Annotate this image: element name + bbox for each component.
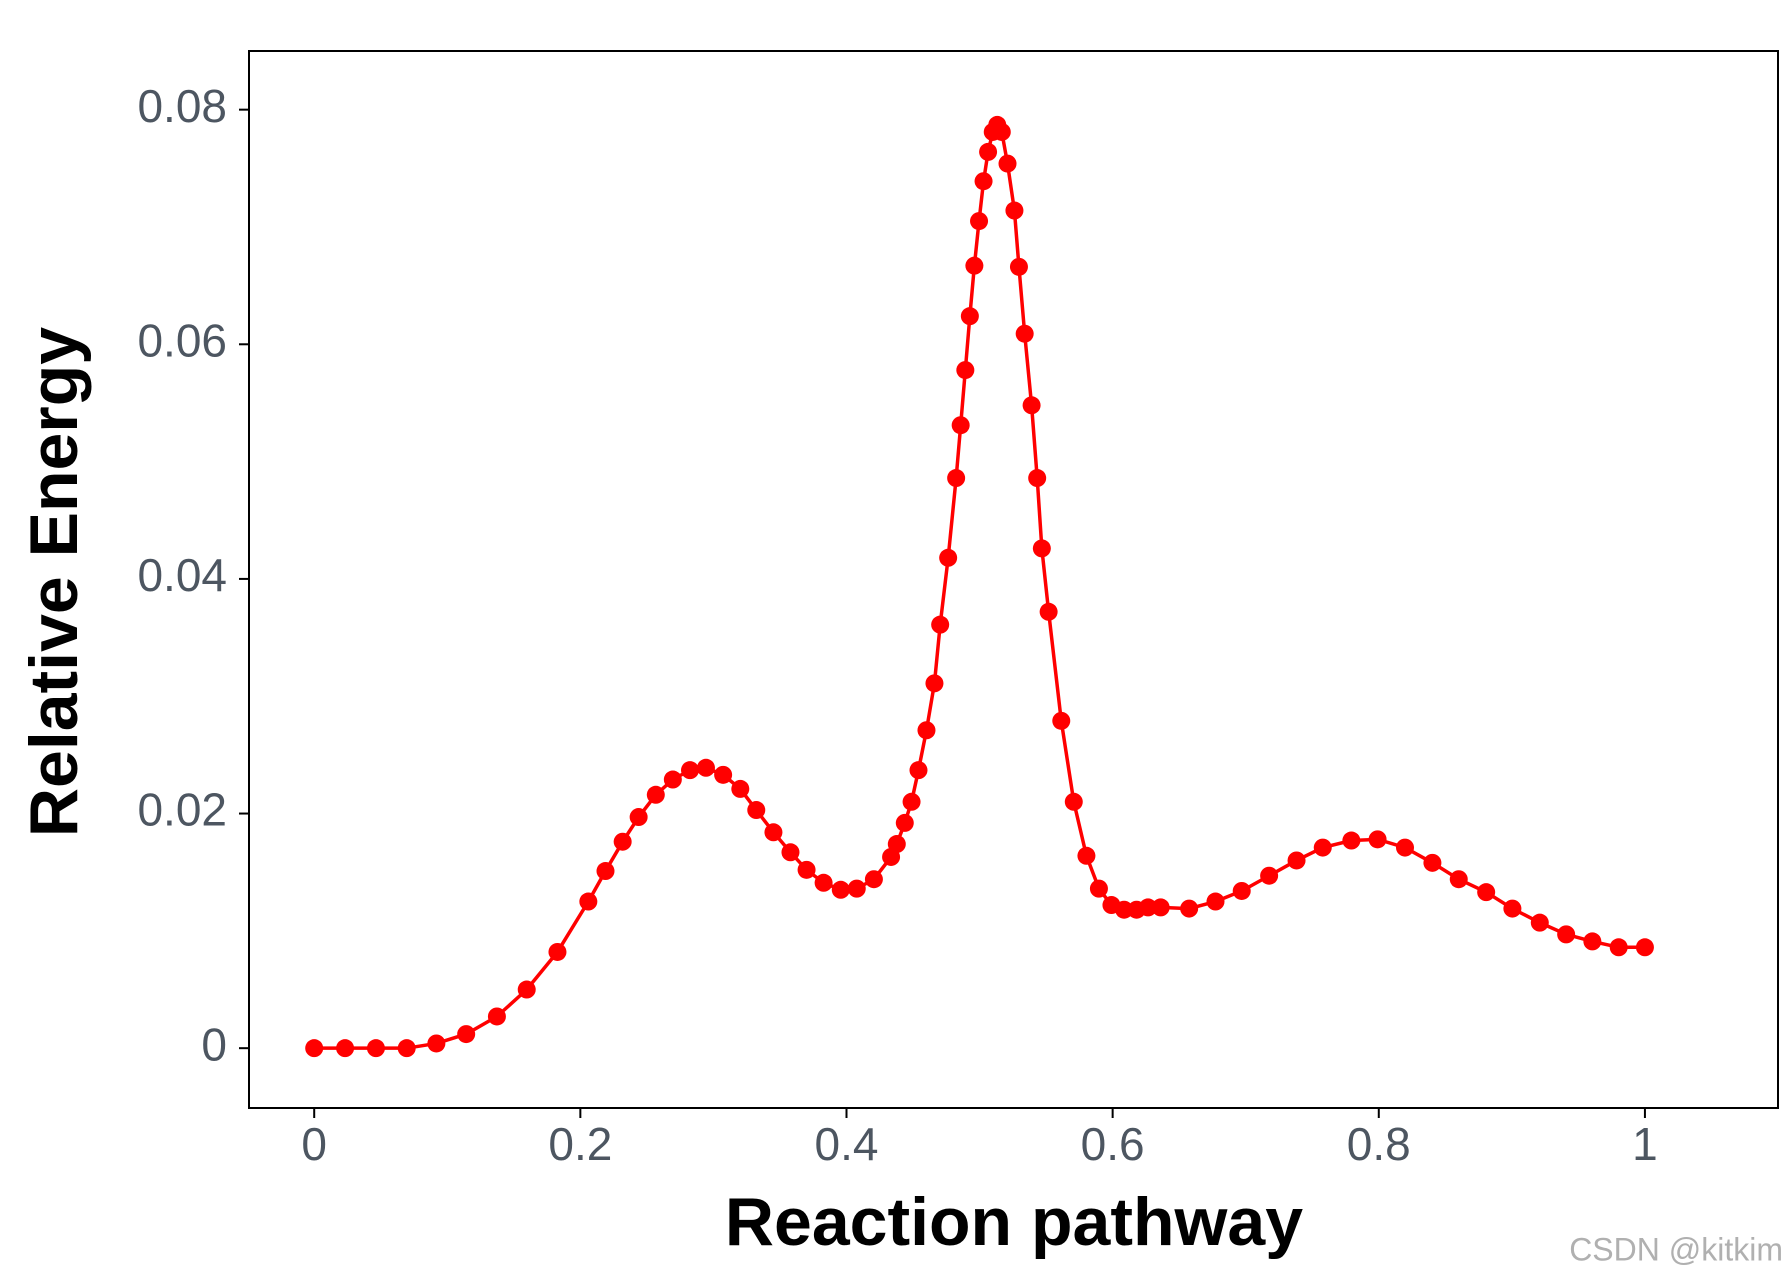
data-point [1015,324,1034,343]
x-axis-title: Reaction pathway [725,1184,1303,1260]
data-point [1583,932,1602,951]
data-point [579,892,598,911]
data-point [548,942,567,961]
data-point [909,761,928,780]
data-point [747,801,766,820]
data-point [397,1039,416,1058]
data-point [931,615,950,634]
data-point [1449,870,1468,889]
data-point [1609,938,1628,957]
data-point [1423,853,1442,872]
watermark: CSDN @kitkim [1569,1231,1783,1267]
data-point [1477,883,1496,902]
data-point [629,808,648,827]
data-point [939,548,958,567]
data-point [1052,711,1071,730]
data-point [974,172,993,191]
y-tick-label: 0.06 [137,314,227,366]
data-point [646,785,665,804]
data-point [992,122,1011,141]
data-point [951,416,970,435]
data-point [1115,900,1134,919]
data-point [1368,830,1387,849]
y-tick-label: 0.02 [137,784,227,836]
data-point [1313,838,1332,857]
data-point [887,835,906,854]
data-point [847,879,866,898]
y-axis-title: Relative Energy [16,327,92,837]
data-point [596,862,615,881]
data-point [1557,925,1576,944]
data-point [1039,602,1058,621]
data-point [895,813,914,832]
data-point [427,1034,446,1053]
data-point [714,765,733,784]
data-point [781,843,800,862]
x-tick-label: 1 [1632,1118,1658,1170]
x-tick-label: 0 [301,1118,327,1170]
data-point [731,779,750,798]
data-point [366,1039,385,1058]
data-point [1635,938,1654,957]
data-point [1028,469,1047,488]
data-point [814,873,833,892]
data-point [1032,539,1051,558]
data-point [696,758,715,777]
data-point [917,721,936,740]
y-tick-label: 0 [201,1018,227,1070]
data-point [1009,257,1028,276]
x-tick-label: 0.2 [548,1118,612,1170]
data-point [797,860,816,879]
series-line [314,121,1645,1050]
data-point [764,823,783,842]
data-point [1139,898,1158,917]
y-tick-label: 0.04 [137,549,227,601]
data-point [1180,899,1199,918]
x-tick-label: 0.6 [1081,1118,1145,1170]
y-tick-label: 0.08 [137,80,227,132]
data-point [925,674,944,693]
data-point [965,256,984,275]
data-point [1342,831,1361,850]
data-point [1232,881,1251,900]
data-point [457,1025,476,1044]
data-point [681,761,700,780]
x-tick-label: 0.8 [1347,1118,1411,1170]
data-point [336,1039,355,1058]
data-point [831,880,850,899]
data-point [1005,201,1024,220]
data-point [663,770,682,789]
data-point [1260,866,1279,885]
data-point [956,361,975,380]
data-point [1206,892,1225,911]
data-point [1022,396,1041,415]
x-tick-label: 0.4 [815,1118,879,1170]
data-point [1064,792,1083,811]
data-point [487,1007,506,1026]
data-point [517,980,536,999]
data-point [1503,899,1522,918]
data-point [1530,913,1549,932]
data-point [947,469,966,488]
data-point [970,212,989,231]
data-point [902,792,921,811]
data-point [998,154,1017,173]
data-point [979,142,998,161]
data-point [305,1039,324,1058]
data-point [1287,851,1306,870]
data-point [864,870,883,889]
data-point [960,307,979,326]
data-point [1077,846,1096,865]
data-point [1395,838,1414,857]
data-point [1151,898,1170,917]
data-point [613,832,632,851]
data-point [1089,879,1108,898]
